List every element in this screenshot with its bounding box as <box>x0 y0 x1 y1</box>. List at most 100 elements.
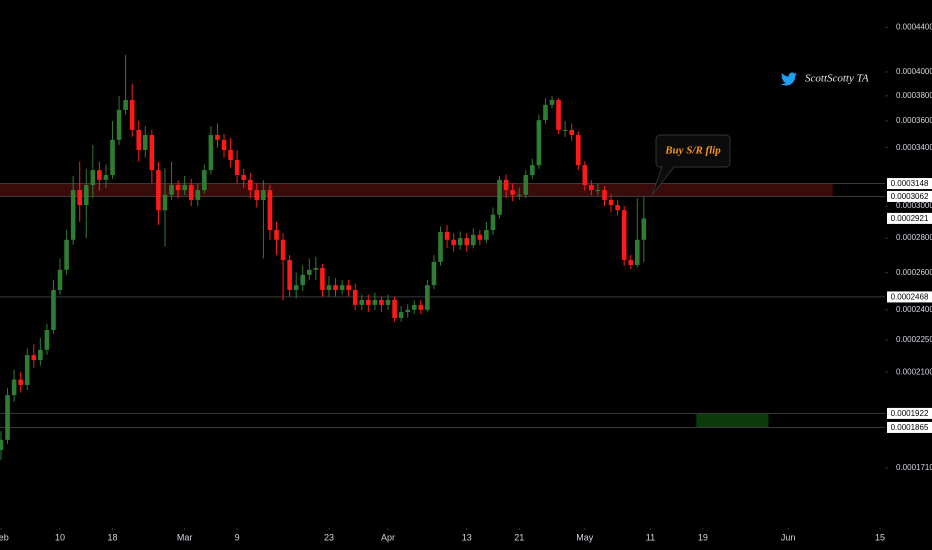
watermark-text: ScottScotty TA <box>805 73 869 85</box>
candle-body <box>116 109 122 140</box>
candle-body <box>221 139 227 151</box>
candle-body <box>267 190 273 231</box>
price-tag <box>887 407 932 419</box>
candle-body <box>359 299 365 305</box>
price-tag-label: 0.0003148 <box>891 179 929 188</box>
y-tick-label: 0.0003800 <box>896 91 932 100</box>
y-tick-label: 0.0001710 <box>896 463 932 472</box>
candle-body <box>405 309 410 313</box>
candle-body <box>156 170 161 211</box>
candle-body <box>307 269 312 275</box>
candle-body <box>372 299 378 305</box>
y-tick-label: 0.0002800 <box>896 233 932 242</box>
y-tick-label: 0.0003600 <box>896 116 932 125</box>
candle-body <box>215 134 220 140</box>
candle-body <box>431 261 437 286</box>
x-tick-label: 19 <box>698 532 708 542</box>
price-tag-label: 0.0002921 <box>891 214 929 223</box>
y-tick-label: 0.0003400 <box>896 143 932 152</box>
candle-body <box>411 304 417 310</box>
candle-body <box>536 120 542 166</box>
x-tick-label: Jun <box>781 532 796 542</box>
candle-body <box>490 214 496 231</box>
candle-body <box>379 299 384 305</box>
candle-body <box>182 185 187 191</box>
candle-body <box>497 179 502 215</box>
x-tick-label: Feb <box>0 532 9 542</box>
candle-body <box>136 129 142 151</box>
zone <box>696 413 769 428</box>
candle-body <box>129 100 135 130</box>
candle-body <box>562 129 568 131</box>
price-tag-label: 0.0001865 <box>891 423 929 432</box>
y-tick-label: 0.0002250 <box>896 335 932 344</box>
candle-body <box>280 239 286 260</box>
candle-body <box>188 185 194 200</box>
candle-body <box>31 355 37 361</box>
x-tick-label: 21 <box>514 532 524 542</box>
candle-body <box>57 269 63 290</box>
candle-body <box>503 179 509 191</box>
candle-body <box>641 218 647 240</box>
price-tag-label: 0.0001922 <box>891 409 929 418</box>
watermark: ScottScotty TA <box>780 72 869 86</box>
price-tag <box>887 421 932 433</box>
x-tick-label: 13 <box>462 532 472 542</box>
candle-body <box>38 349 43 361</box>
annotation-text: Buy S/R flip <box>664 145 721 157</box>
candle-body <box>471 234 476 246</box>
candle-body <box>635 239 640 266</box>
candle-body <box>477 234 483 240</box>
candle-body <box>51 289 56 330</box>
candle-body <box>398 312 404 318</box>
candle-body <box>464 238 470 246</box>
x-tick-label: 23 <box>324 532 334 542</box>
candle-body <box>97 170 102 180</box>
candle-body <box>70 190 76 240</box>
candle-body <box>582 165 588 186</box>
candle-body <box>0 439 4 450</box>
candle-body <box>595 190 601 192</box>
candle-body <box>247 179 253 191</box>
y-tick-label: 0.0002600 <box>896 268 932 277</box>
candle-body <box>313 268 319 270</box>
price-tag <box>887 190 932 202</box>
candle-body <box>274 230 279 240</box>
candle-body <box>621 210 627 260</box>
candle-body <box>18 379 23 385</box>
candle-body <box>320 268 325 290</box>
candle-body <box>615 205 620 211</box>
candle-body <box>339 285 345 290</box>
zone <box>0 183 833 197</box>
price-axis: 0.0004400 0.0004000 0.0003800 0.0003600 0.00… <box>0 23 932 542</box>
twitter-icon <box>780 72 797 86</box>
x-tick-label: 9 <box>235 532 240 542</box>
candle-body <box>523 175 529 195</box>
candle-body <box>44 329 50 350</box>
candle-body <box>149 134 155 171</box>
candle-body <box>385 299 391 305</box>
candle-body <box>569 129 574 135</box>
candle-body <box>287 259 292 290</box>
candle-body <box>530 165 535 176</box>
candle-body <box>444 232 450 240</box>
candle-body <box>175 185 181 191</box>
x-tick-label: Mar <box>177 532 193 542</box>
candle-body <box>326 285 332 290</box>
candle-body <box>234 160 240 176</box>
price-tag <box>887 291 932 303</box>
y-tick-label: 0.0004000 <box>896 67 932 76</box>
x-tick-label: 18 <box>107 532 117 542</box>
candle-body <box>293 285 299 290</box>
candle-body <box>77 190 82 206</box>
x-tick-label: Apr <box>381 532 395 542</box>
x-tick-label: 11 <box>646 532 655 542</box>
candle-body <box>83 185 89 206</box>
price-tag <box>887 178 932 190</box>
price-tag <box>887 212 932 224</box>
candle-body <box>516 194 522 196</box>
candle-body <box>228 150 233 161</box>
candle-body <box>392 299 397 318</box>
x-tick-label: May <box>576 532 594 542</box>
